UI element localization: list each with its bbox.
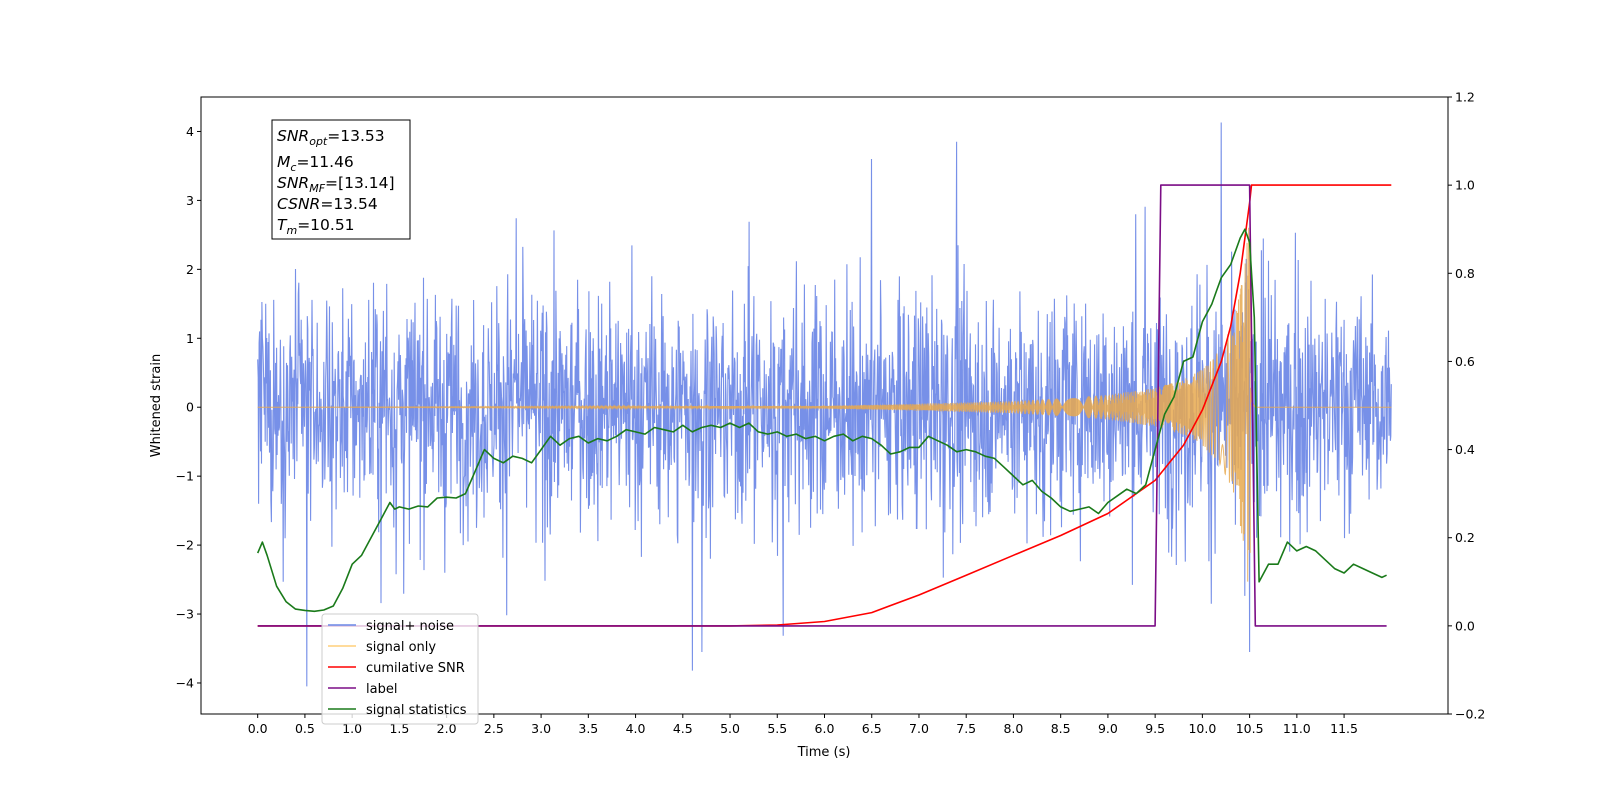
y-axis-left: −4 −3 −2 −1 0 1 2 3 4 [176,124,201,690]
x-tick-label: 9.5 [1145,721,1165,736]
series-signal-statistics [256,228,1387,613]
x-tick-label: 4.5 [673,721,693,736]
y-tick-label: −1 [176,469,194,484]
x-tick-label: 5.0 [720,721,740,736]
x-axis-title: Time (s) [797,745,851,760]
x-tick-label: 11.0 [1283,721,1311,736]
legend-label-label: label [366,682,397,697]
x-tick-label: 0.0 [248,721,268,736]
info-line-csnr: CSNR=13.54 [277,195,378,213]
y-tick-label: −4 [176,675,194,690]
x-tick-label: 7.5 [956,721,976,736]
y2-tick-label: 0.2 [1455,530,1475,545]
legend-entry-cumilative-snr: cumilative SNR [328,661,465,676]
legend-label-signal-statistics: signal statistics [366,703,467,718]
x-tick-label: 3.0 [531,721,551,736]
y-tick-label: 4 [186,124,194,139]
y-tick-label: 1 [186,331,194,346]
legend-label-cumilative-snr: cumilative SNR [366,661,465,676]
legend-frame [321,613,479,725]
info-line-tm: Tm=10.51 [277,216,355,237]
x-tick-label: 1.5 [389,721,409,736]
x-tick-label: 10.0 [1188,721,1216,736]
x-tick-label: 2.0 [437,721,457,736]
y-tick-label: 2 [186,262,194,277]
legend-label-signal-noise: signal+ noise [366,619,454,634]
x-tick-label: 5.5 [767,721,787,736]
y-tick-label: 0 [186,400,194,415]
x-tick-label: 6.5 [862,721,882,736]
x-axis: 0.0 0.5 1.0 1.5 2.0 2.5 3.0 3.5 4.0 4.5 5.0 5.5 6.0 6… [248,714,1358,736]
x-tick-label: 10.5 [1236,721,1264,736]
y2-tick-label: −0.2 [1455,707,1485,722]
series-cumilative-snr [257,184,1392,627]
legend-entry-label: label [328,682,397,697]
x-tick-label: 9.0 [1098,721,1118,736]
x-tick-label: 7.0 [909,721,929,736]
info-line-snr-mf: SNRMF=[13.14] [277,174,395,195]
info-box-frame [271,119,411,240]
x-tick-label: 1.0 [342,721,362,736]
legend-entry-signal-only: signal only [328,640,436,655]
info-box: SNRopt=13.53 Mc=11.46 SNRMF=[13.14] CSNR… [271,119,411,240]
x-tick-label: 8.5 [1051,721,1071,736]
info-line-mc: Mc=11.46 [277,153,354,174]
y2-tick-label: 0.0 [1455,618,1475,633]
y2-tick-label: 1.2 [1455,90,1475,105]
series-label [257,184,1387,627]
info-line-snr-opt: SNRopt=13.53 [277,127,385,148]
y-axis-title: Whitened strain [149,354,164,457]
x-tick-label: 3.5 [578,721,598,736]
x-tick-label: 8.0 [1003,721,1023,736]
series-layer [256,122,1392,687]
legend-label-signal-only: signal only [366,640,436,655]
y2-tick-label: 1.0 [1455,178,1475,193]
legend-entry-signal-statistics: signal statistics [328,703,467,718]
x-tick-label: 4.0 [626,721,646,736]
y-tick-label: −2 [176,538,194,553]
x-tick-label: 11.5 [1330,721,1358,736]
x-tick-label: 0.5 [295,721,315,736]
y-axis-right: −0.2 0.0 0.2 0.4 0.6 0.8 1.0 1.2 [1448,90,1485,722]
y2-tick-label: 0.6 [1455,354,1475,369]
legend: signal+ noise signal only cumilative SNR… [321,613,479,725]
x-tick-label: 6.0 [815,721,835,736]
y2-tick-label: 0.8 [1455,266,1475,281]
y-tick-label: 3 [186,193,194,208]
y2-tick-label: 0.4 [1455,442,1475,457]
series-signal-noise [257,122,1392,687]
legend-entry-signal-noise: signal+ noise [328,619,454,634]
x-tick-label: 2.5 [484,721,504,736]
y-tick-label: −3 [176,607,194,622]
series-signal-only [257,227,1392,582]
